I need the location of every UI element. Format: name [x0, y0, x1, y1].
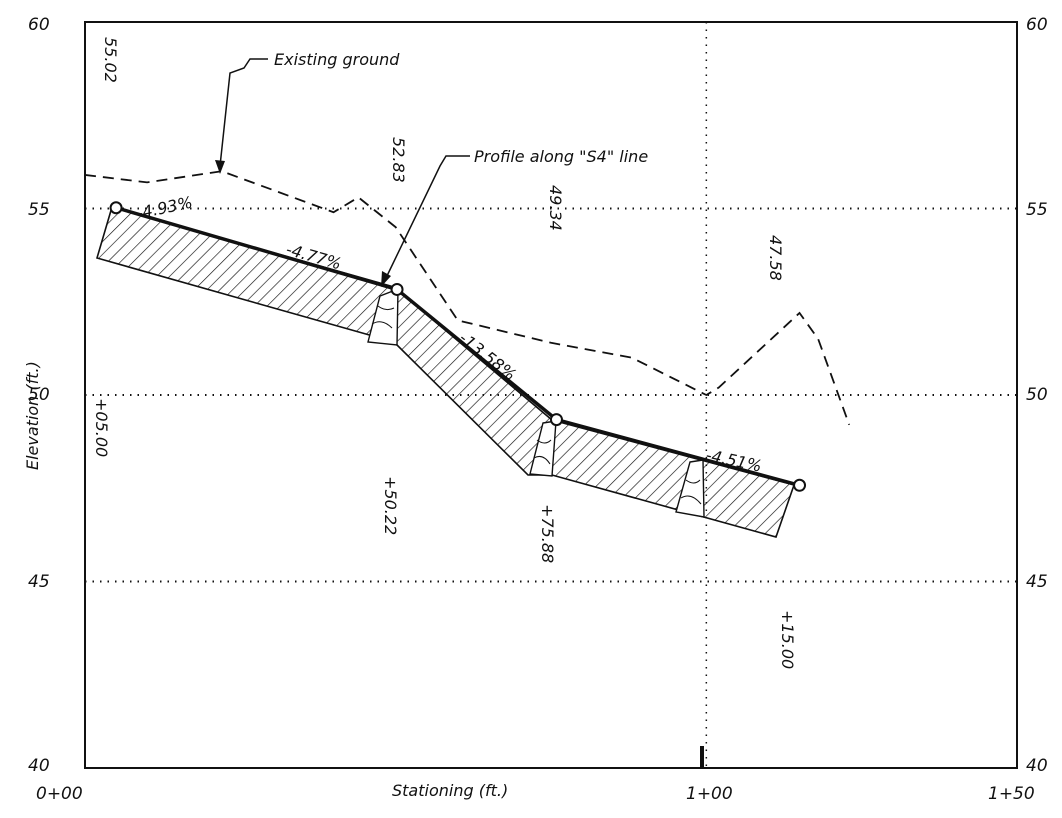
series-layer — [84, 170, 851, 492]
profile-line-leader — [384, 155, 470, 281]
station-label-4: +15.00 — [778, 610, 797, 669]
y-tick-left-50: 50 — [28, 385, 50, 405]
y-tick-left-40: 40 — [28, 756, 50, 776]
grid-lines — [85, 21, 1017, 768]
elevation-label-2: 52.83 — [389, 137, 408, 183]
y-axis-title: Elevation (ft.) — [23, 361, 42, 470]
existing-ground-label: Existing ground — [274, 50, 400, 69]
tick-labels: 40 45 50 55 60 40 45 50 55 60 0+00 1+00 … — [28, 15, 1048, 804]
x-axis-title: Stationing (ft.) — [392, 781, 508, 800]
profile-line-arrow-icon — [381, 271, 391, 287]
x-tick-0: 0+00 — [36, 784, 83, 804]
elevation-label-1: 55.02 — [101, 37, 120, 83]
x-tick-150: 1+50 — [988, 784, 1035, 804]
profile-line-label: Profile along "S4" line — [474, 147, 648, 166]
y-tick-left-55: 55 — [28, 200, 50, 220]
profile-point-3 — [549, 413, 563, 427]
existing-ground-leader — [219, 58, 268, 167]
y-tick-right-55: 55 — [1026, 200, 1048, 220]
elevation-label-3: 49.34 — [546, 185, 565, 231]
y-tick-right-40: 40 — [1026, 756, 1048, 776]
y-tick-right-60: 60 — [1026, 15, 1048, 35]
existing-ground-arrow-icon — [215, 160, 225, 174]
y-tick-left-45: 45 — [28, 572, 50, 592]
profile-point-1 — [109, 201, 123, 215]
station-label-1: +05.00 — [92, 398, 111, 457]
station-label-3: +75.88 — [538, 504, 557, 563]
grade-label-1: -4.93% — [135, 193, 194, 223]
profile-point-4 — [793, 478, 807, 492]
gravel-wedges — [367, 287, 705, 518]
y-tick-right-45: 45 — [1026, 572, 1048, 592]
gravel-wedge-3 — [675, 459, 705, 518]
x-tick-100: 1+00 — [686, 784, 733, 804]
y-tick-right-50: 50 — [1026, 385, 1048, 405]
profile-line — [115, 206, 800, 487]
elevation-label-4: 47.58 — [766, 235, 785, 281]
existing-ground-line — [84, 170, 851, 426]
y-tick-left-60: 60 — [28, 15, 50, 35]
profile-point-2 — [390, 282, 404, 296]
gravel-texture — [371, 305, 702, 505]
station-label-2: +50.22 — [381, 476, 400, 535]
